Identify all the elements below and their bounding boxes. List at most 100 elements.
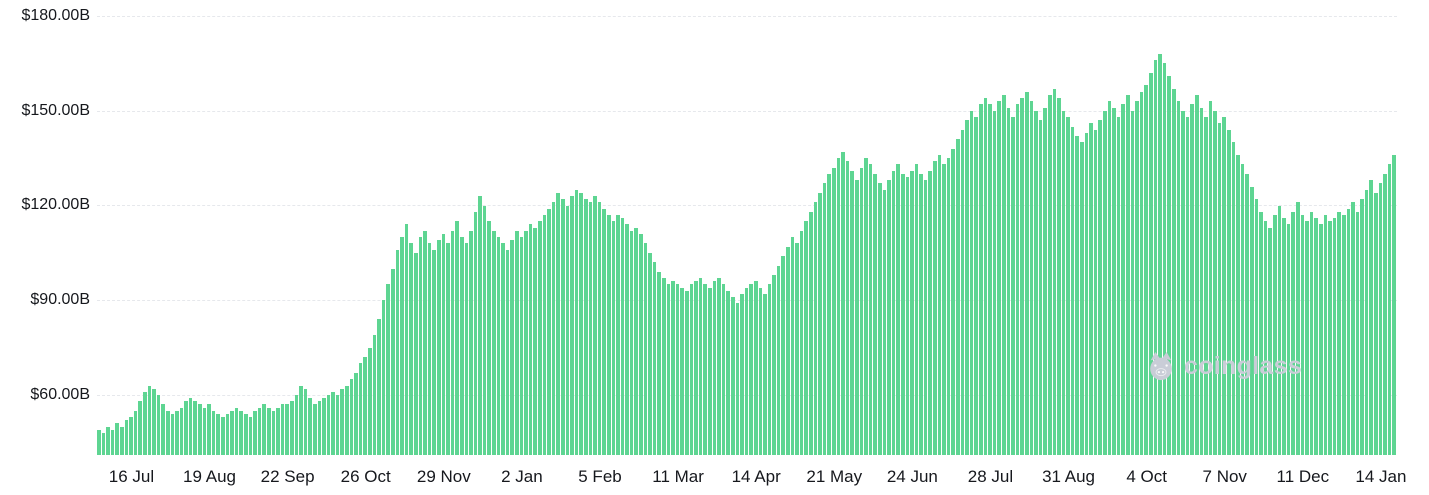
bar [1259, 211, 1263, 455]
bar [175, 410, 179, 455]
bar [767, 284, 772, 455]
bar [1001, 94, 1006, 455]
bar [1318, 224, 1323, 455]
bar [345, 385, 349, 455]
bar [799, 230, 804, 455]
x-tick-label: 5 Feb [578, 467, 622, 486]
bar [1295, 202, 1300, 455]
bar [469, 230, 473, 455]
bar [836, 158, 841, 455]
bar [1084, 132, 1089, 455]
bar [262, 404, 266, 455]
bar [809, 211, 813, 455]
bar [225, 413, 230, 455]
watermark-label: coinglass [1184, 351, 1303, 380]
bar [1351, 202, 1355, 455]
bar [349, 379, 354, 455]
bar [616, 214, 620, 455]
bar [1075, 136, 1080, 455]
bar [524, 230, 528, 455]
bar [749, 284, 753, 455]
bar [1194, 94, 1199, 455]
bar [556, 192, 560, 455]
bar [1360, 199, 1364, 455]
bar [588, 202, 593, 455]
bar [505, 249, 510, 455]
bar [299, 385, 303, 455]
bar [937, 154, 942, 455]
bar [1222, 117, 1227, 455]
bar [1107, 101, 1112, 455]
bar [910, 170, 914, 455]
bar [671, 281, 675, 455]
bar [864, 158, 868, 455]
bar [386, 284, 390, 455]
bar [395, 249, 400, 455]
bar [515, 230, 519, 455]
x-tick-label: 7 Nov [1202, 467, 1247, 486]
bar [763, 293, 767, 455]
bar [1167, 76, 1171, 455]
bar [997, 101, 1001, 455]
bar [446, 243, 450, 455]
x-tick-label: 14 Jan [1355, 467, 1407, 486]
bar [400, 237, 404, 455]
bar [574, 189, 579, 455]
x-tick-label: 16 Jul [108, 467, 155, 486]
bar [974, 117, 978, 455]
bar [1291, 211, 1295, 455]
plot-area[interactable] [97, 16, 1397, 455]
bar [133, 410, 138, 455]
bar [979, 104, 983, 455]
bar [289, 401, 294, 455]
bar [698, 278, 703, 455]
bar [1282, 218, 1286, 455]
bar [1323, 214, 1328, 455]
bar [358, 363, 363, 455]
bar [510, 240, 515, 455]
bar [1236, 154, 1240, 455]
bar [253, 410, 257, 455]
bar [202, 407, 207, 455]
gridline [97, 16, 1397, 17]
bar [1387, 164, 1392, 455]
bar [1332, 218, 1337, 455]
bar [707, 287, 712, 455]
bar [776, 265, 781, 455]
bar [1144, 85, 1148, 455]
bar [322, 398, 326, 455]
bar [1047, 94, 1052, 455]
x-tick-label: 21 May [806, 467, 863, 486]
bar [156, 395, 161, 455]
bar [198, 404, 202, 455]
bar [542, 214, 547, 455]
bar [1273, 214, 1277, 455]
bar [381, 300, 386, 455]
x-tick-label: 26 Oct [340, 467, 391, 486]
bar [639, 233, 643, 455]
bar [312, 404, 317, 455]
bar [744, 287, 749, 455]
bar [611, 221, 616, 455]
bar [832, 167, 836, 455]
bar [813, 202, 818, 455]
bar [538, 221, 542, 455]
bar [1369, 180, 1374, 455]
bar [1006, 107, 1011, 455]
bar [216, 413, 221, 455]
x-tick-label: 24 Jun [886, 467, 938, 486]
bar [896, 164, 900, 455]
bar [1112, 107, 1116, 455]
bar [533, 227, 537, 455]
bar [459, 237, 464, 455]
bar [951, 148, 956, 455]
bar [1093, 129, 1098, 455]
bar [1070, 126, 1075, 455]
bar [239, 410, 243, 455]
bar [207, 404, 211, 455]
bar [372, 335, 377, 455]
bar [230, 410, 234, 455]
bar [772, 274, 776, 455]
bar [551, 202, 556, 455]
bar [786, 246, 790, 455]
